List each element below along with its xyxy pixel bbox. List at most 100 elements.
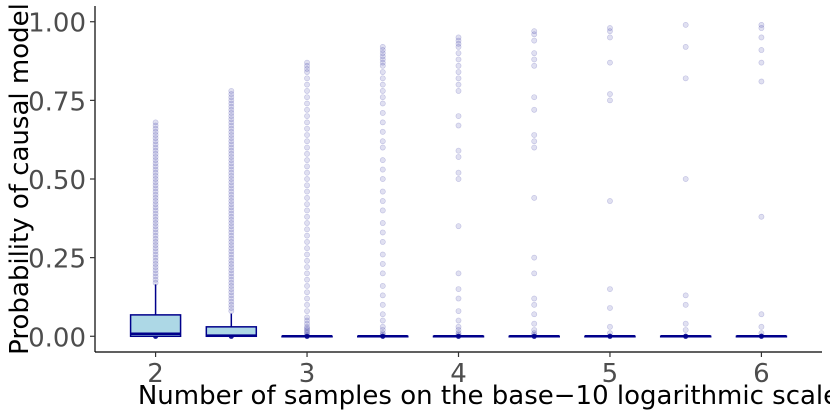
outlier-point xyxy=(607,25,613,31)
outlier-point xyxy=(682,43,689,50)
outlier-point xyxy=(455,122,462,129)
outlier-point xyxy=(228,220,235,226)
outlier-point xyxy=(228,103,235,110)
outlier-point xyxy=(228,210,235,217)
outlier-point xyxy=(531,94,538,101)
outlier-point xyxy=(531,311,538,318)
outlier-point xyxy=(152,273,159,280)
outlier-point xyxy=(152,176,159,182)
outlier-point xyxy=(379,47,386,53)
outlier-point xyxy=(228,182,235,189)
outlier-point xyxy=(304,182,310,189)
outlier-point xyxy=(304,207,310,214)
outlier-point xyxy=(228,267,235,274)
outlier-point xyxy=(228,213,235,220)
outlier-point xyxy=(152,119,159,126)
box-glyph xyxy=(584,335,636,338)
outlier-point xyxy=(455,308,462,315)
outlier-point xyxy=(304,81,310,88)
outlier-point xyxy=(228,188,235,195)
outlier-point xyxy=(152,245,159,252)
outlier-point xyxy=(607,34,613,41)
box-glyphs xyxy=(129,284,788,338)
outlier-point xyxy=(758,78,765,85)
outlier-point xyxy=(531,144,538,151)
outlier-point xyxy=(607,198,613,204)
outlier-point xyxy=(228,179,235,186)
outlier-point xyxy=(152,169,159,176)
outlier-point xyxy=(152,226,159,233)
outlier-point xyxy=(152,194,159,201)
box-glyph xyxy=(129,284,182,338)
y-tick-label: 0.50 xyxy=(28,166,86,196)
outlier-point xyxy=(228,226,235,233)
outlier-point xyxy=(152,141,159,148)
x-tick-label: 5 xyxy=(602,359,619,389)
outlier-point xyxy=(455,223,462,230)
outlier-point xyxy=(304,257,310,264)
outlier-point xyxy=(304,66,310,72)
outlier-point xyxy=(455,62,462,69)
outlier-point xyxy=(228,283,235,289)
y-tick-label: 0.75 xyxy=(28,87,86,117)
outlier-point xyxy=(228,239,235,245)
outlier-point xyxy=(531,301,538,308)
outlier-point xyxy=(228,100,235,107)
outlier-point xyxy=(304,295,310,302)
outlier-point xyxy=(152,254,159,261)
y-tick-label: 0.25 xyxy=(28,245,86,275)
outlier-point xyxy=(304,144,310,151)
outlier-point xyxy=(379,75,386,82)
outlier-point xyxy=(228,223,235,230)
x-tick-label: 3 xyxy=(299,359,316,389)
outlier-point xyxy=(228,191,235,198)
axes: 0.00 0.25 0.50 0.75 1.00 2 3 4 5 6 xyxy=(28,6,822,389)
outlier-point xyxy=(379,53,386,60)
outlier-point xyxy=(379,88,386,94)
box-glyph xyxy=(508,335,560,338)
outlier-point xyxy=(152,160,159,167)
outlier-point xyxy=(379,166,386,173)
outlier-point xyxy=(455,270,462,277)
outlier-point xyxy=(152,191,159,198)
outlier-point xyxy=(304,188,310,195)
outlier-point xyxy=(152,163,159,170)
outlier-point xyxy=(304,226,310,233)
outlier-point xyxy=(152,172,159,179)
x-tick-label: 2 xyxy=(147,359,164,389)
outlier-point xyxy=(758,21,765,28)
outlier-point xyxy=(455,327,462,333)
outlier-point xyxy=(379,119,386,126)
outlier-point xyxy=(228,154,235,160)
outlier-point xyxy=(304,308,310,315)
x-tick-label: 4 xyxy=(450,359,467,389)
outlier-point xyxy=(531,295,538,302)
outlier-point xyxy=(228,232,235,239)
outlier-point xyxy=(228,257,235,264)
outlier-point xyxy=(455,75,462,82)
outlier-point xyxy=(152,251,159,258)
outlier-point xyxy=(152,204,159,211)
outlier-point xyxy=(228,106,235,113)
outlier-point xyxy=(228,166,235,173)
outlier-point xyxy=(152,276,159,283)
outlier-point xyxy=(455,81,462,88)
outlier-point xyxy=(455,40,462,47)
outlier-point xyxy=(304,325,310,332)
outlier-point xyxy=(531,28,538,35)
outlier-point xyxy=(152,270,159,277)
outlier-point xyxy=(379,311,386,318)
outlier-point xyxy=(304,283,310,289)
outlier-point xyxy=(152,232,159,239)
outlier-point xyxy=(379,59,386,66)
outlier-point xyxy=(228,119,235,126)
outlier-point xyxy=(228,251,235,258)
outlier-point xyxy=(228,172,235,179)
outlier-point xyxy=(531,56,538,63)
outlier-point xyxy=(152,188,159,195)
outlier-point xyxy=(228,138,235,145)
outlier-point xyxy=(455,34,462,41)
outlier-point xyxy=(152,210,159,217)
outlier-point xyxy=(607,305,613,311)
outlier-point xyxy=(228,301,235,308)
